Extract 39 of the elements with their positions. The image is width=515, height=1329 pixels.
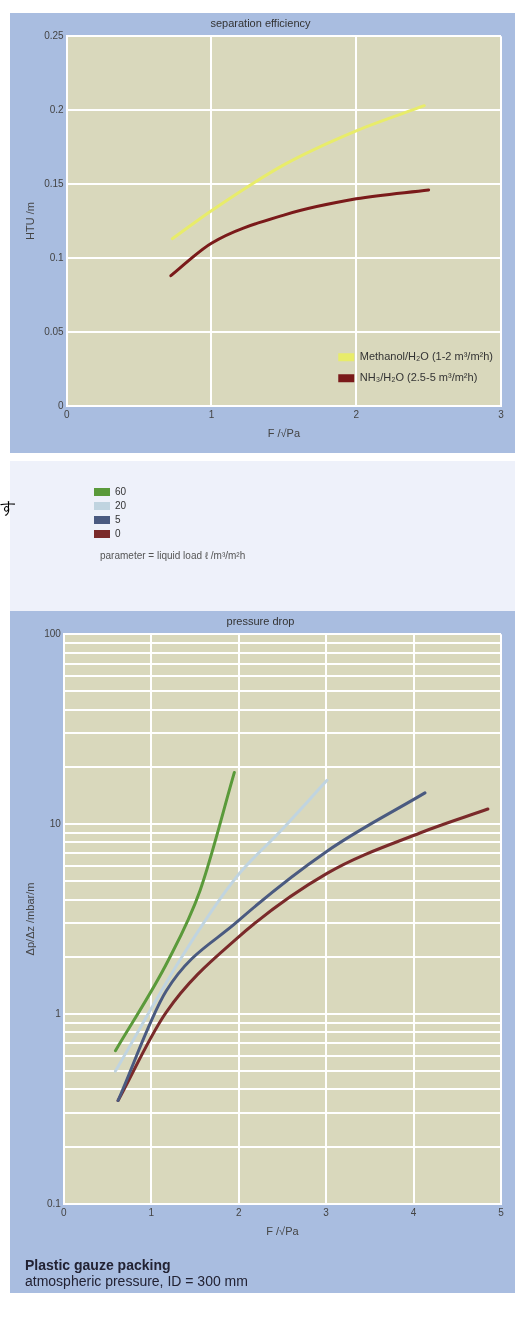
y-axis-title: HTU /m (23, 202, 36, 240)
text: Plastic gauze packing (25, 1257, 172, 1273)
y-tick-label: 10 (49, 817, 62, 829)
line-series (116, 791, 427, 1102)
legend-title: parameter = liquid load ℓ /m³/m²h (100, 549, 246, 561)
y-tick-label: 0.1 (46, 1197, 62, 1209)
x-tick-label: 4 (410, 1206, 417, 1218)
x-tick-label: 2 (235, 1206, 242, 1218)
x-axis-title: F /√Pa (267, 427, 301, 440)
legend-label: 20 (115, 499, 127, 511)
x-tick-label: 3 (498, 408, 505, 420)
y-tick-label: 0.25 (44, 29, 65, 41)
legend-label: 0 (115, 527, 121, 539)
legend-label: NH₃/H₂O (2.5-5 m³/m²h) (359, 371, 478, 384)
y-axis-title: Δp/Δz /mbar/m (23, 882, 36, 956)
x-tick-label: 1 (148, 1206, 155, 1218)
x-tick-label: 5 (498, 1206, 505, 1218)
chart-title: pressure drop (226, 614, 295, 627)
y-tick-label: 0.15 (44, 177, 65, 189)
chart-title: separation efficiency (210, 16, 312, 29)
x-tick-label: 1 (208, 408, 215, 420)
y-tick-label: 1 (55, 1007, 62, 1019)
text: す (0, 498, 16, 518)
y-tick-label: 0 (58, 399, 65, 411)
x-axis-title: F /√Pa (266, 1225, 300, 1238)
legend-label: 5 (115, 513, 121, 525)
line-series (113, 770, 236, 1053)
text: atmospheric pressure, ID = 300 mm (25, 1273, 249, 1289)
line-series (113, 778, 329, 1073)
legend-label: Methanol/H₂O (1-2 m³/m²h) (359, 350, 494, 363)
y-tick-label: 0.1 (49, 251, 65, 263)
line-series (169, 188, 431, 278)
x-tick-label: 3 (323, 1206, 330, 1218)
y-tick-label: 0.05 (44, 325, 65, 337)
x-tick-label: 2 (353, 408, 360, 420)
y-tick-label: 0.2 (49, 103, 65, 115)
y-tick-label: 100 (44, 627, 62, 639)
legend-label: 60 (115, 485, 127, 497)
line-series (170, 104, 426, 241)
